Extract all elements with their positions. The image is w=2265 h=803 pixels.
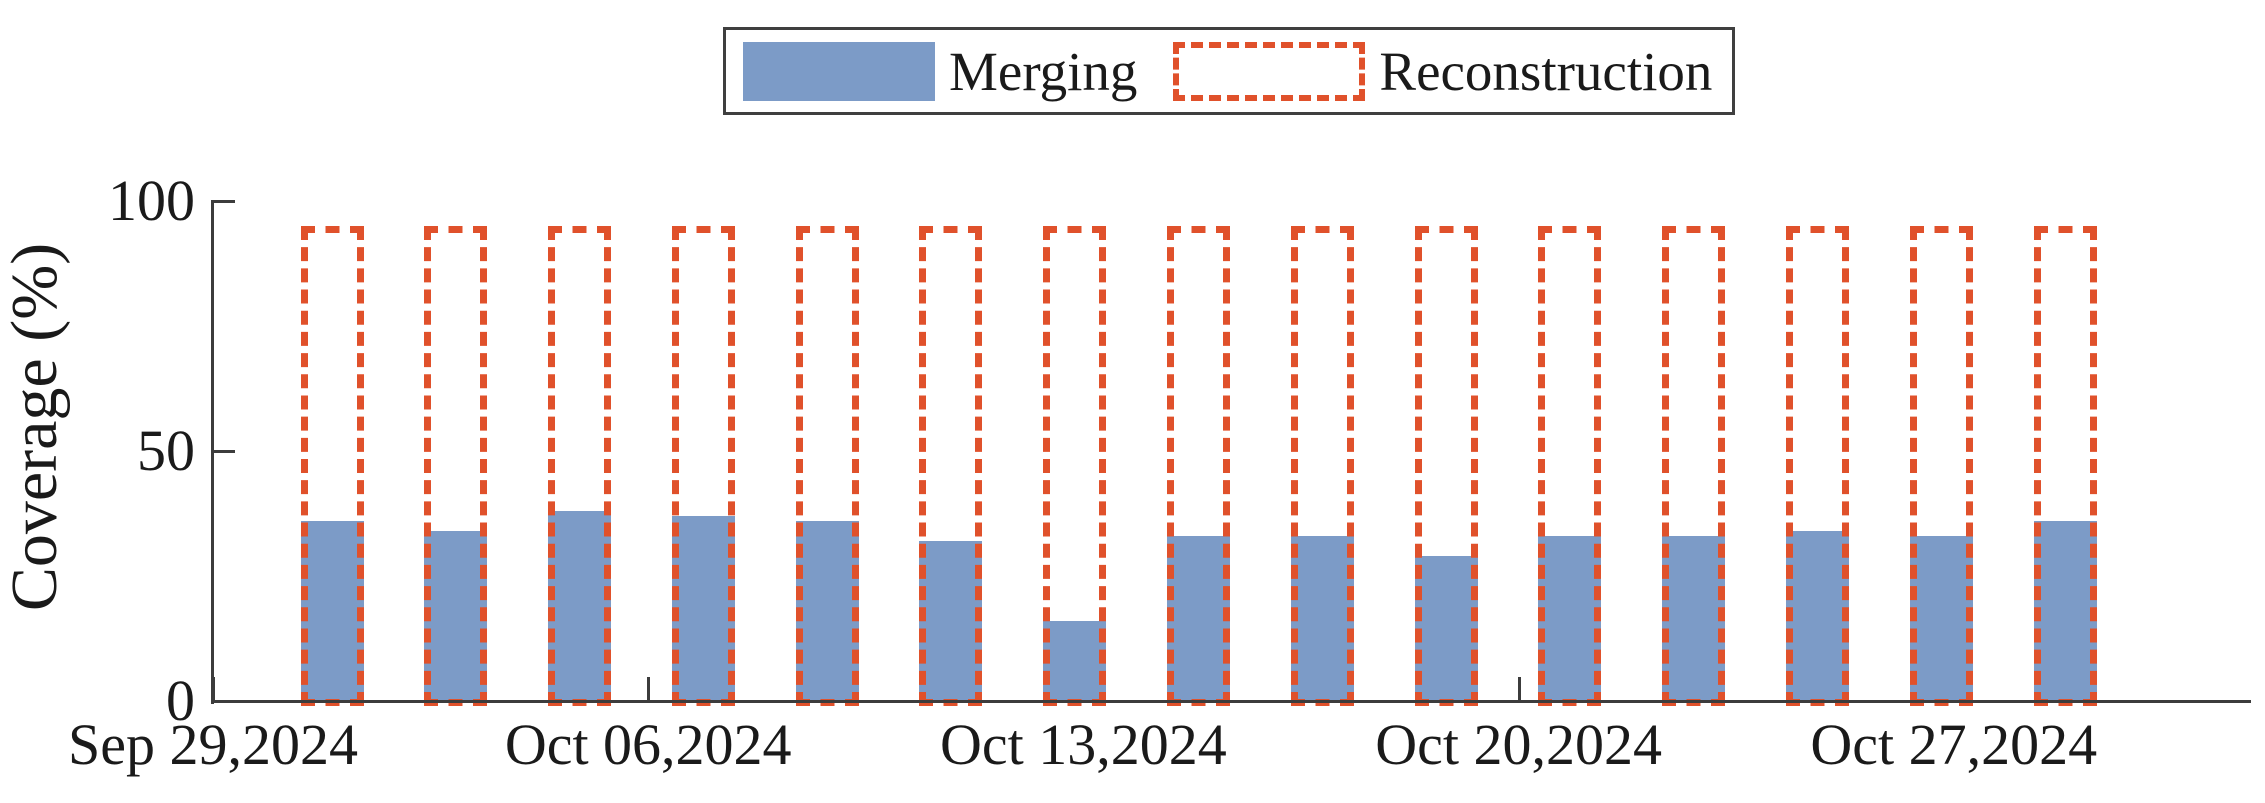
bar-reconstruction-2 [548, 226, 611, 706]
bar-reconstruction-11 [1662, 226, 1725, 706]
bar-merging-9 [1415, 556, 1478, 701]
bar-merging-5 [919, 541, 982, 701]
bar-merging-1 [424, 531, 487, 701]
x-tick-label-0: Sep 29,2024 [68, 712, 358, 777]
y-tick-label-100: 100 [108, 168, 195, 233]
bar-reconstruction-14 [2034, 226, 2097, 706]
bar-merging-6 [1043, 621, 1106, 701]
bar-reconstruction-6 [1043, 226, 1106, 706]
bar-merging-4 [796, 521, 859, 701]
x-tick-1 [647, 677, 651, 701]
legend: Merging Reconstruction [723, 27, 1735, 115]
bar-reconstruction-5 [919, 226, 982, 706]
legend-label-merging: Merging [949, 40, 1138, 102]
y-tick-100 [211, 200, 235, 203]
bar-reconstruction-9 [1415, 226, 1478, 706]
bar-merging-11 [1662, 536, 1725, 701]
x-tick-label-4: Oct 27,2024 [1810, 712, 2098, 777]
x-tick-3 [1517, 677, 1521, 701]
bar-reconstruction-4 [796, 226, 859, 706]
legend-label-reconstruction: Reconstruction [1379, 40, 1713, 102]
bar-reconstruction-8 [1291, 226, 1354, 706]
bar-merging-7 [1167, 536, 1230, 701]
bar-merging-3 [672, 516, 735, 701]
bar-reconstruction-12 [1786, 226, 1849, 706]
x-axis-line [211, 700, 2251, 703]
y-tick-50 [211, 450, 235, 453]
bar-reconstruction-0 [301, 226, 364, 706]
bar-reconstruction-10 [1538, 226, 1601, 706]
x-tick-label-2: Oct 13,2024 [940, 712, 1227, 777]
bar-merging-8 [1291, 536, 1354, 701]
y-tick-label-50: 50 [137, 418, 195, 483]
x-tick-label-1: Oct 06,2024 [504, 712, 792, 777]
bar-merging-10 [1538, 536, 1601, 701]
y-axis-line [211, 201, 214, 704]
bar-reconstruction-7 [1167, 226, 1230, 706]
y-tick-label-0: 0 [166, 668, 195, 733]
x-tick-label-3: Oct 20,2024 [1375, 712, 1662, 777]
bar-merging-13 [1910, 536, 1973, 701]
bar-merging-0 [301, 521, 364, 701]
bar-merging-2 [548, 511, 611, 701]
bar-reconstruction-3 [672, 226, 735, 706]
legend-swatch-merging [743, 41, 935, 101]
bar-merging-12 [1786, 531, 1849, 701]
bar-reconstruction-1 [424, 226, 487, 706]
bar-reconstruction-13 [1910, 226, 1973, 706]
bar-merging-14 [2034, 521, 2097, 701]
legend-swatch-reconstruction [1173, 41, 1366, 101]
